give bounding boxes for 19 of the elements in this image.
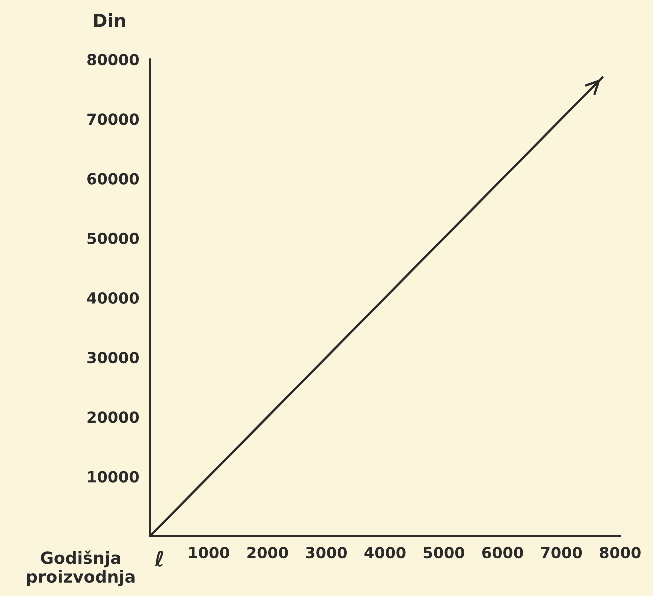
y-tick-label: 60000 (88, 173, 140, 185)
x-axis-title: Godišnja proizvodnja (27, 550, 135, 586)
y-tick-label: 20000 (88, 412, 140, 424)
x-tick-label: 7000 (541, 547, 582, 559)
y-axis-title: Din (94, 14, 126, 28)
x-tick-label: 6000 (482, 547, 524, 559)
x-tick-label: 5000 (424, 547, 465, 559)
y-tick-label: 30000 (88, 352, 140, 364)
y-tick-label: 80000 (88, 54, 140, 66)
x-tick-label: 8000 (600, 547, 641, 559)
text: ℓ (154, 551, 164, 567)
y-tick-label: 50000 (88, 232, 140, 244)
x-tick-label: 3000 (306, 547, 348, 559)
y-tick-label: 70000 (88, 114, 140, 126)
y-tick-label: 40000 (87, 292, 140, 304)
x-tick-label: 1000 (189, 547, 230, 559)
x-tick-label: 4000 (364, 547, 406, 559)
y-tick-label: 10000 (88, 471, 140, 483)
x-tick-label: 2000 (248, 547, 288, 559)
